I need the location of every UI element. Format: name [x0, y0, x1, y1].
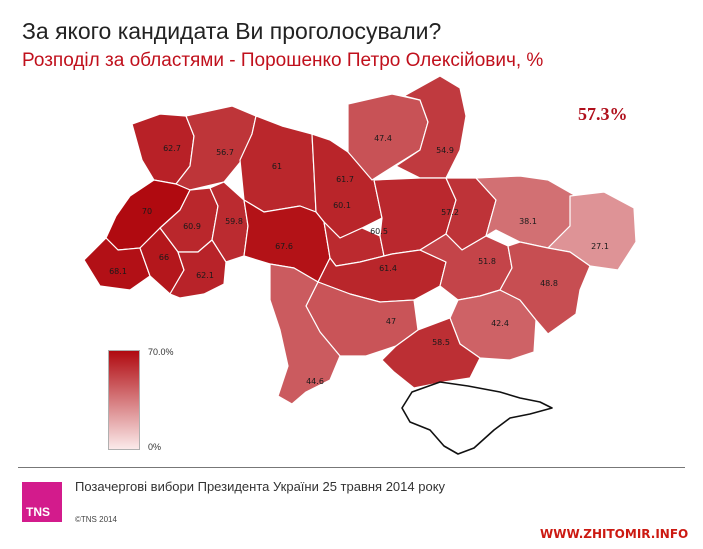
- region-value-label: 54.9: [436, 146, 454, 155]
- map-subtitle: Розподіл за областями - Порошенко Петро …: [22, 50, 544, 71]
- region-value-label: 67.6: [275, 242, 293, 251]
- region-value-label: 47: [386, 317, 396, 326]
- region-value-label: 47.4: [374, 134, 392, 143]
- region-value-label: 68.1: [109, 267, 127, 276]
- region-value-label: 56.7: [216, 148, 234, 157]
- map-title: За якого кандидата Ви проголосували?: [22, 18, 442, 44]
- region-value-label: 57.2: [441, 208, 459, 217]
- tns-logo-text: TNS: [26, 505, 50, 519]
- region-value-label: 60.5: [370, 227, 388, 236]
- site-watermark: WWW.ZHITOMIR.INFO: [540, 527, 689, 541]
- copyright-notice: ©TNS 2014: [75, 515, 117, 524]
- legend-max-label: 70.0%: [148, 347, 174, 357]
- region-value-label: 44.6: [306, 377, 324, 386]
- region-value-label: 70: [142, 207, 152, 216]
- region-value-label: 61.4: [379, 264, 397, 273]
- footer-caption: Позачергові вибори Президента України 25…: [75, 479, 446, 494]
- region-value-label: 61.7: [336, 175, 354, 184]
- region-east-border: [499, 241, 591, 335]
- region-value-label: 58.5: [432, 338, 450, 347]
- region-chernivtsi: [169, 239, 227, 299]
- region-kherson: [381, 317, 481, 389]
- crimea-outline: [401, 381, 553, 455]
- region-donetsk: [547, 191, 637, 271]
- legend-color-scale: [108, 350, 140, 450]
- legend-min-label: 0%: [148, 442, 162, 452]
- region-value-label: 60.9: [183, 222, 201, 231]
- region-value-label: 59.8: [225, 217, 243, 226]
- region-value-label: 42.4: [491, 319, 509, 328]
- region-value-label: 27.1: [591, 242, 609, 251]
- labels-layer: 62.7 56.7 61 61.7 47.4 54.9 70 60.9 59.8 67.6 60.1…: [109, 134, 609, 386]
- tns-logo: TNS: [22, 482, 62, 522]
- region-value-label: 66: [159, 253, 169, 262]
- region-value-label: 62.1: [196, 271, 214, 280]
- region-value-label: 60.1: [333, 201, 351, 210]
- regions-layer: [83, 75, 637, 405]
- region-value-label: 62.7: [163, 144, 181, 153]
- region-value-label: 38.1: [519, 217, 537, 226]
- national-result: 57.3%: [578, 104, 628, 124]
- region-value-label: 51.8: [478, 257, 496, 266]
- region-value-label: 61: [272, 162, 282, 171]
- region-odesa: [269, 263, 341, 405]
- footer-divider: [18, 467, 685, 468]
- region-value-label: 48.8: [540, 279, 558, 288]
